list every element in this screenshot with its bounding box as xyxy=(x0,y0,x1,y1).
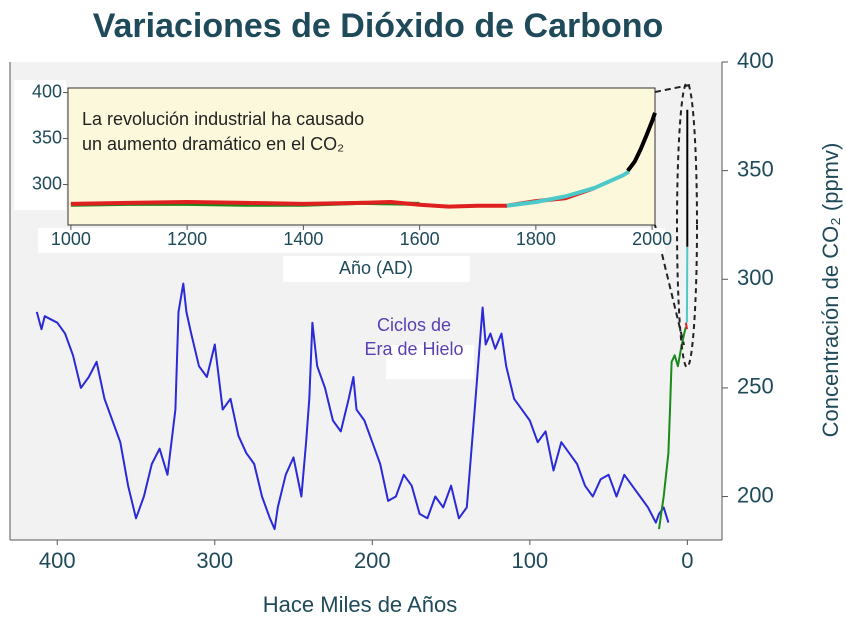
inset-annotation: La revolución industrial ha causado xyxy=(82,109,364,129)
data-line xyxy=(506,170,630,208)
data-line xyxy=(626,112,657,173)
inset-plot: 1000 1200 1400 1600 1800 2000 300 350 400 xyxy=(32,81,672,248)
x-tick-label: 1000 xyxy=(51,229,91,249)
annotation: Ciclos de xyxy=(377,315,451,335)
y-tick-label: 350 xyxy=(32,127,62,147)
y-tick-label: 350 xyxy=(737,156,774,181)
data-line xyxy=(684,322,688,330)
data-line xyxy=(35,282,670,531)
x-tick-label: 1800 xyxy=(516,229,556,249)
inset-x-axis-label: Año (AD) xyxy=(339,258,413,278)
y-tick-label: 300 xyxy=(32,173,62,193)
x-tick-label: 200 xyxy=(354,548,391,573)
x-tick-label: 1200 xyxy=(167,229,207,249)
data-line xyxy=(658,326,687,530)
x-tick-label: 1600 xyxy=(400,229,440,249)
inset-label-box xyxy=(38,228,665,253)
y-tick-label: 200 xyxy=(737,482,774,507)
y-tick-label: 400 xyxy=(32,81,62,101)
x-tick-label: 2000 xyxy=(632,229,672,249)
zoom-ellipse xyxy=(676,82,698,368)
x-tick-label: 100 xyxy=(511,548,548,573)
zoom-line xyxy=(654,84,691,93)
annotation-box xyxy=(386,345,474,379)
y-tick-label: 400 xyxy=(737,48,774,73)
inset-annotation: un aumento dramático en el CO₂ xyxy=(82,134,344,154)
x-tick-label: 300 xyxy=(196,548,233,573)
x-tick-label: 1400 xyxy=(283,229,323,249)
annotation: Era de Hielo xyxy=(364,339,463,359)
chart-title: Variaciones de Dióxido de Carbono xyxy=(93,7,664,45)
inset-label-box xyxy=(14,80,66,210)
inset-label-box xyxy=(283,256,470,282)
y-axis-label: Concentración de CO₂ (ppmv) xyxy=(818,143,843,438)
y-tick-label: 250 xyxy=(737,374,774,399)
x-tick-label: 0 xyxy=(681,548,693,573)
x-axis-label: Hace Miles de Años xyxy=(263,592,457,617)
x-tick-label: 400 xyxy=(39,548,76,573)
y-tick-label: 300 xyxy=(737,265,774,290)
